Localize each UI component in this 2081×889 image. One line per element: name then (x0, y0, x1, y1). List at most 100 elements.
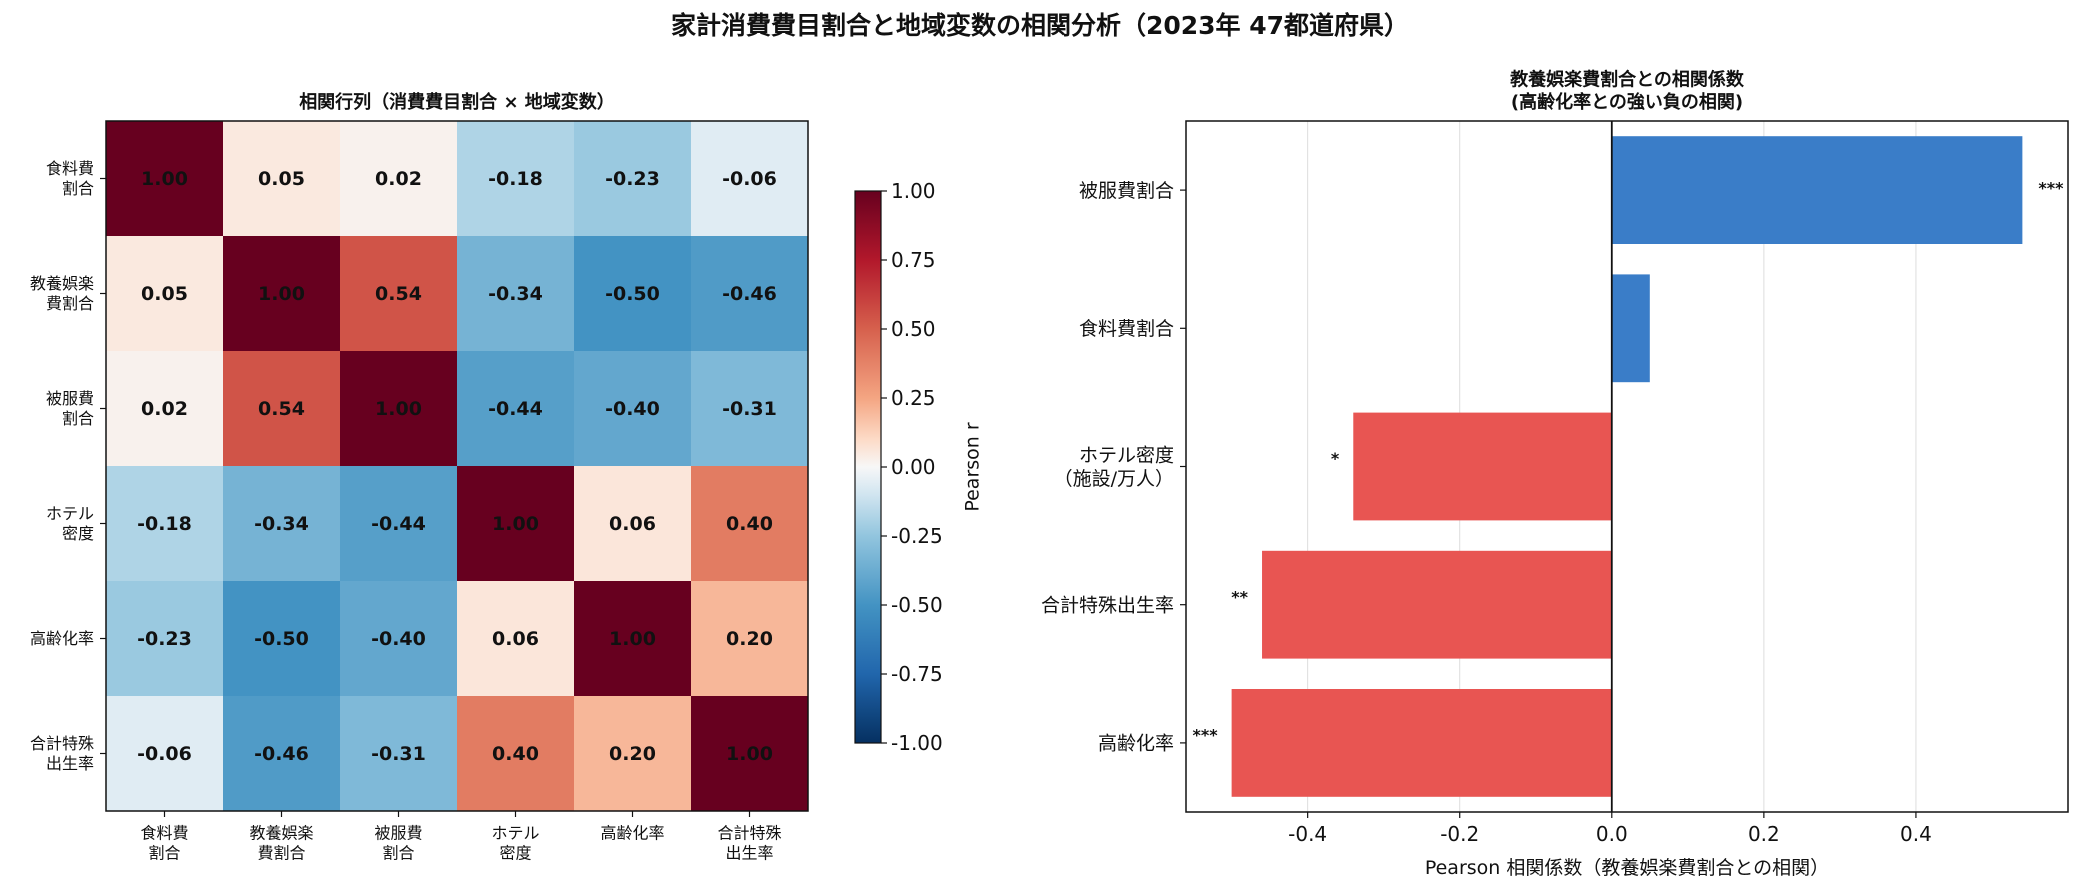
heatmap-row-label: ホテル密度 (46, 504, 94, 543)
figure-title: 家計消費費目割合と地域変数の相関分析（2023年 47都道府県） (671, 11, 1409, 40)
heatmap-cell (574, 581, 691, 696)
heatmap-cell (574, 121, 691, 236)
heatmap-cell (340, 351, 457, 466)
heatmap-cell (457, 351, 574, 466)
bar-x-tick-label: 0.0 (1596, 822, 1628, 846)
heatmap-cell-label: 0.06 (609, 513, 656, 535)
colorbar-label: Pearson r (962, 422, 984, 512)
heatmap-cell (691, 236, 808, 351)
bar-category-label: 食料費割合 (1079, 318, 1174, 340)
heatmap-cell-label: 0.06 (492, 628, 539, 650)
bar-category-label: 被服費割合 (1079, 180, 1174, 202)
heatmap-panel: 相関行列（消費費目割合 × 地域変数） 1.00 0.05 0.02 -0.18 -0.2… (30, 91, 809, 863)
heatmap-cell-label: 0.20 (726, 628, 773, 650)
colorbar-tick-label: 0.25 (891, 386, 936, 410)
heatmap-cell (691, 121, 808, 236)
heatmap-col-label: 教養娯楽費割合 (249, 824, 313, 863)
heatmap-cell-label: 0.02 (375, 168, 422, 190)
bar-significance-label: ** (1231, 587, 1248, 606)
bar-significance-label: * (1331, 449, 1340, 468)
bar (1611, 136, 2023, 244)
heatmap-cell (106, 581, 223, 696)
heatmap-cell (223, 236, 340, 351)
heatmap-cell (457, 466, 574, 581)
heatmap-cell (223, 351, 340, 466)
heatmap-cell (574, 466, 691, 581)
colorbar-tick-label: -0.25 (891, 524, 943, 548)
heatmap-cell-label: 0.54 (375, 283, 422, 305)
heatmap-cell (340, 121, 457, 236)
heatmap-cell-label: 0.40 (492, 743, 539, 765)
bar-x-axis-label: Pearson 相関係数（教養娯楽費割合との相関） (1425, 857, 1829, 879)
heatmap-frame (105, 120, 809, 812)
heatmap-cell (691, 696, 808, 811)
bar-chart-title: 教養娯楽費割合との相関係数(高齢化率との強い負の相関) (1510, 69, 1745, 114)
heatmap-cell-label: -0.40 (371, 628, 426, 650)
bar (1353, 412, 1612, 521)
heatmap-col-label: 被服費割合 (374, 824, 422, 863)
heatmap-cell-label: -0.23 (605, 168, 660, 190)
heatmap-cell (106, 351, 223, 466)
heatmap-cell (457, 236, 574, 351)
bar (1611, 274, 1650, 383)
bar-significance-label: *** (1193, 726, 1219, 745)
colorbar-tick-label: 0.75 (891, 248, 936, 272)
colorbar-tick-label: -0.50 (891, 593, 943, 617)
heatmap-cell (691, 466, 808, 581)
heatmap-cell-label: -0.31 (371, 743, 426, 765)
heatmap-cell-label: -0.34 (254, 513, 309, 535)
heatmap-cell-label: 1.00 (375, 398, 422, 420)
heatmap-row-label: 教養娯楽費割合 (30, 274, 94, 313)
colorbar-tick-label: 0.50 (891, 317, 936, 341)
heatmap-title: 相関行列（消費費目割合 × 地域変数） (299, 91, 615, 113)
heatmap-cell (340, 581, 457, 696)
heatmap-cell-label: -0.06 (722, 168, 777, 190)
colorbar-tick-label: -1.00 (891, 731, 943, 755)
heatmap-cell-label: 0.05 (258, 168, 305, 190)
colorbar-tick-label: 1.00 (891, 179, 936, 203)
heatmap-cell-label: 0.40 (726, 513, 773, 535)
bar-x-tick-label: -0.2 (1440, 822, 1479, 846)
colorbar-panel: 1.00 0.75 0.50 0.25 0.00 -0.25 -0.50 -0.75 -1.00… (854, 179, 984, 755)
heatmap-cell (106, 696, 223, 811)
heatmap-col-label: 合計特殊出生率 (717, 824, 781, 863)
heatmap-cell-label: -0.18 (488, 168, 543, 190)
bar-category-label: ホテル密度（施設/万人） (1054, 444, 1174, 490)
heatmap-cell (223, 581, 340, 696)
heatmap-cell-label: -0.50 (605, 283, 660, 305)
heatmap-row-label: 高齢化率 (30, 629, 94, 648)
heatmap-cell (106, 236, 223, 351)
heatmap-cell-label: -0.23 (137, 628, 192, 650)
heatmap-cell-label: -0.40 (605, 398, 660, 420)
bar-category-label: 高齢化率 (1098, 733, 1174, 755)
heatmap-col-label: 高齢化率 (600, 824, 664, 843)
bar-x-tick-label: -0.4 (1288, 822, 1327, 846)
heatmap-cell (340, 466, 457, 581)
bar (1262, 550, 1612, 659)
heatmap-cell-label: -0.34 (488, 283, 543, 305)
heatmap-col-label: 食料費割合 (140, 824, 188, 863)
heatmap-cell-label: -0.06 (137, 743, 192, 765)
heatmap-cell-label: -0.44 (371, 513, 426, 535)
heatmap-cell (340, 696, 457, 811)
heatmap-cell-label: 0.20 (609, 743, 656, 765)
heatmap-cell-label: 0.05 (141, 283, 188, 305)
heatmap-cell (106, 121, 223, 236)
heatmap-cell (106, 466, 223, 581)
heatmap-row-label: 食料費割合 (46, 159, 94, 198)
heatmap-row-label: 被服費割合 (46, 389, 94, 428)
heatmap-cell-label: 1.00 (258, 283, 305, 305)
colorbar-tick-label: -0.75 (891, 662, 943, 686)
heatmap-cell (457, 121, 574, 236)
colorbar-tick-label: 0.00 (891, 455, 936, 479)
heatmap-cell (574, 696, 691, 811)
heatmap-cell-label: -0.46 (722, 283, 777, 305)
heatmap-cell (340, 236, 457, 351)
heatmap-cell (223, 121, 340, 236)
heatmap-cell-label: 1.00 (141, 168, 188, 190)
heatmap-cell (457, 696, 574, 811)
heatmap-cell-label: -0.46 (254, 743, 309, 765)
